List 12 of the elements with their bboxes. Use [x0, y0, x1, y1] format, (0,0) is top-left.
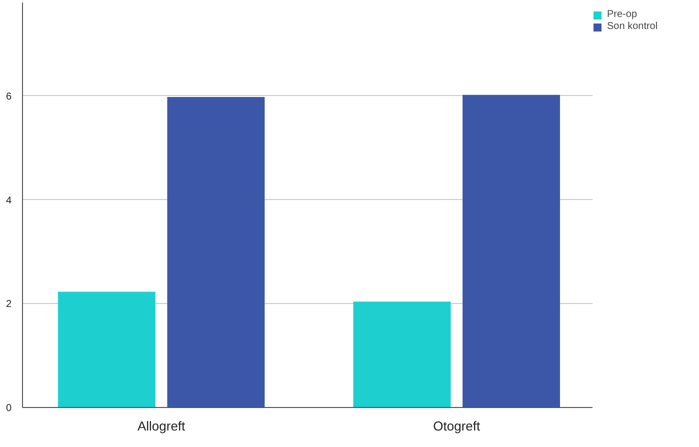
- legend-label: Son kontrol: [607, 21, 658, 32]
- y-tick-label: 4: [6, 195, 12, 206]
- x-tick-label: Allogreft: [137, 418, 186, 434]
- y-tick-label: 0: [6, 403, 12, 414]
- bar: [167, 97, 265, 408]
- y-tick-label: 2: [6, 299, 12, 310]
- legend-label: Pre-op: [607, 9, 638, 20]
- x-tick-label: Otogreft: [433, 418, 481, 434]
- y-tick-label: 6: [6, 91, 12, 102]
- bar: [462, 94, 560, 408]
- bar: [58, 292, 156, 408]
- bar: [353, 302, 451, 408]
